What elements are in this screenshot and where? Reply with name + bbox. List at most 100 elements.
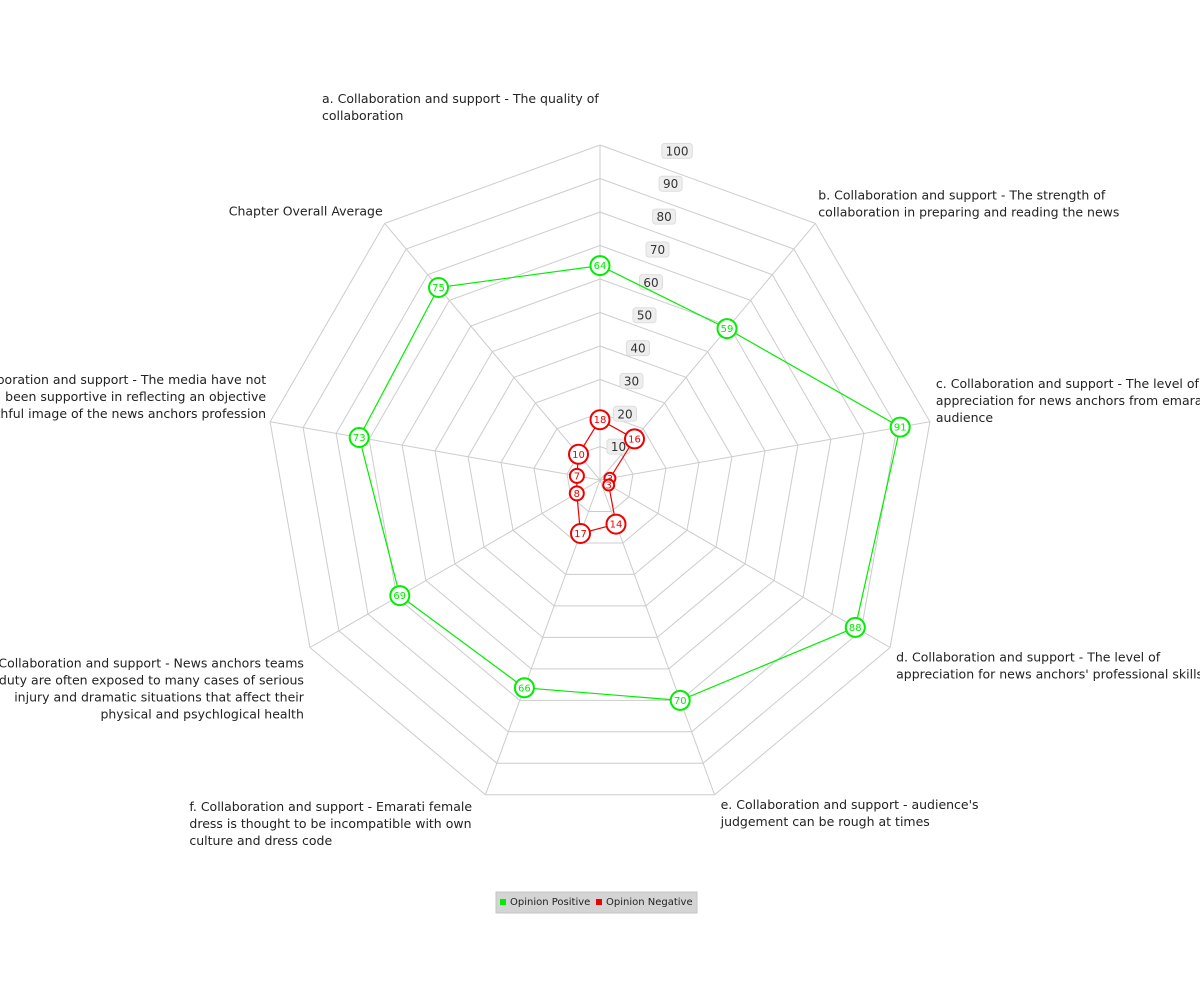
axis-label-line: appreciation for news anchors from emara… (936, 393, 1200, 408)
grid-ring-30 (500, 378, 700, 575)
tick-label-bg (632, 307, 657, 324)
axis-spoke (270, 421, 601, 481)
tick-label-text: 50 (637, 309, 652, 323)
data-label: 3 (606, 481, 612, 492)
axis-label-line: dress is thought to be incompatible with… (189, 816, 471, 831)
data-point[interactable]: 14 (605, 513, 627, 535)
data-point-marker[interactable] (568, 443, 589, 465)
data-point-marker[interactable] (624, 428, 645, 450)
data-point[interactable]: 88 (844, 616, 866, 638)
axis-label-line: injury and dramatic situations that affe… (14, 690, 305, 705)
tick-label-30: 30 (619, 372, 644, 389)
data-label: 69 (393, 591, 406, 602)
data-point-marker[interactable] (428, 277, 449, 298)
grid-ring-50 (434, 311, 766, 638)
axis-label-2: b. Collaboration and support - The stren… (818, 187, 1119, 219)
data-point[interactable]: 64 (589, 255, 611, 277)
data-label: 8 (574, 489, 580, 500)
grid-ring-70 (368, 244, 832, 701)
data-point[interactable]: 91 (889, 416, 911, 438)
axis-label-line: judgement can be rough at times (720, 814, 930, 829)
data-point[interactable]: 66 (513, 677, 535, 699)
tick-label-20: 20 (613, 405, 637, 422)
data-label: 17 (574, 529, 587, 540)
axis-label-6: f. Collaboration and support - Emarati f… (189, 799, 472, 848)
axis-label-8: h. Collaboration and support - The media… (0, 372, 266, 421)
tick-label-40: 40 (626, 340, 650, 357)
axis-label-line: collaboration in preparing and reading t… (818, 204, 1119, 219)
radial-tick-labels: 10 20 30 40 50 60 70 80 90 100 (606, 142, 693, 455)
data-point[interactable]: 70 (669, 689, 691, 711)
legend-swatch-negative (596, 899, 602, 905)
data-point[interactable]: 75 (428, 277, 449, 298)
series-line (576, 418, 636, 535)
legend: Opinion Positive Opinion Negative (495, 891, 698, 914)
radar-grid (269, 144, 931, 796)
data-point[interactable]: 18 (589, 409, 611, 431)
axis-label-line: e. Collaboration and support - audience'… (721, 797, 979, 812)
grid-ring-20 (533, 412, 667, 544)
data-label: 59 (721, 324, 734, 335)
data-point-marker[interactable] (605, 513, 627, 535)
data-point-marker[interactable] (669, 689, 691, 711)
grid-ring-40 (467, 345, 733, 607)
data-point[interactable]: 17 (570, 523, 591, 544)
data-point-marker[interactable] (589, 255, 611, 277)
tick-label-text: 80 (656, 210, 671, 224)
data-point[interactable]: 73 (348, 427, 370, 448)
axis-spoke (309, 479, 601, 648)
axis-label-line: h. Collaboration and support - The media… (0, 372, 266, 387)
data-label: 14 (610, 520, 623, 531)
grid-ring-90 (302, 177, 898, 764)
data-point-marker[interactable] (716, 318, 738, 340)
data-label: 91 (894, 423, 907, 434)
legend-label-negative[interactable]: Opinion Negative (606, 897, 693, 908)
tick-label-bg (619, 372, 644, 389)
tick-label-10: 10 (606, 438, 631, 455)
tick-label-text: 90 (663, 177, 678, 191)
data-point-marker[interactable] (602, 478, 616, 492)
data-point-marker[interactable] (570, 523, 591, 544)
data-label: 7 (574, 471, 580, 482)
data-label: 10 (572, 450, 585, 461)
axis-label-line: been supportive in reflecting an objecti… (5, 389, 266, 404)
tick-label-bg (652, 208, 677, 225)
data-point-marker[interactable] (844, 616, 866, 638)
grid-ring-10 (566, 445, 634, 512)
tick-label-70: 70 (645, 241, 670, 258)
data-point[interactable]: 59 (716, 318, 738, 340)
tick-label-text: 40 (630, 342, 645, 356)
axis-label-line: Chapter Overall Average (229, 203, 383, 218)
data-point-marker[interactable] (889, 416, 911, 438)
axis-label-line: physical and psychlogical health (100, 707, 303, 722)
data-point-marker[interactable] (513, 677, 535, 699)
data-point-marker[interactable] (348, 427, 370, 448)
tick-label-text: 30 (624, 374, 639, 388)
axis-label-3: c. Collaboration and support - The level… (936, 376, 1200, 425)
axis-spoke (599, 421, 930, 481)
grid-ring-100 (269, 144, 931, 796)
axis-label-4: d. Collaboration and support - The level… (896, 650, 1200, 682)
data-point[interactable]: 7 (568, 467, 585, 484)
legend-label-positive[interactable]: Opinion Positive (510, 897, 590, 908)
data-point-marker[interactable] (389, 585, 411, 607)
data-point[interactable]: 10 (568, 443, 589, 465)
axis-label-line: d. Collaboration and support - The level… (896, 650, 1161, 665)
tick-label-text: 70 (650, 243, 665, 257)
data-label: 16 (628, 434, 641, 445)
data-point-marker[interactable] (568, 467, 585, 484)
axis-spoke (384, 223, 601, 481)
axis-label-line: f. Collaboration and support - Emarati f… (189, 799, 472, 814)
data-point[interactable]: 69 (389, 585, 411, 607)
data-point-marker[interactable] (568, 485, 585, 502)
tick-label-bg (658, 175, 683, 192)
data-point-marker[interactable] (589, 409, 611, 431)
axis-label-line: and truthful image of the news anchors p… (0, 406, 266, 421)
data-point[interactable]: 16 (624, 428, 645, 450)
tick-label-text: 60 (643, 276, 658, 290)
legend-swatch-positive (500, 899, 506, 905)
data-point[interactable]: 8 (568, 485, 585, 502)
data-point[interactable]: 3 (602, 478, 616, 492)
tick-label-bg (613, 405, 637, 422)
